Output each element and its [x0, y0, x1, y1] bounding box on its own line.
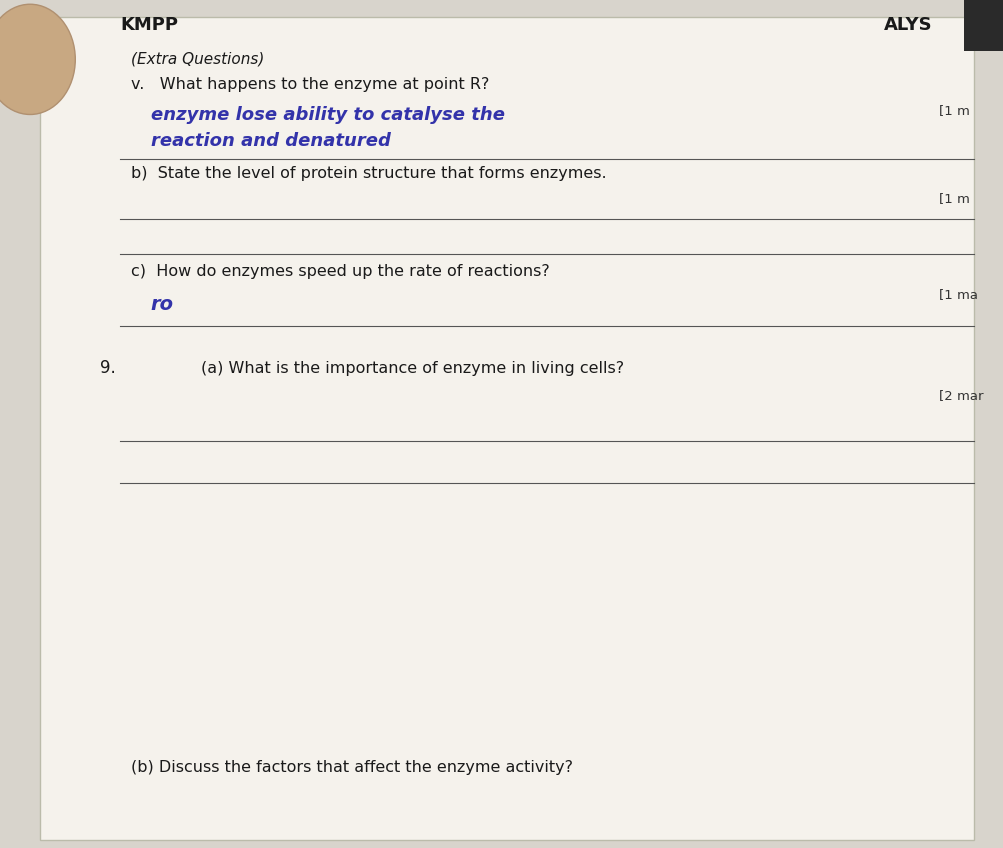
Text: b)  State the level of protein structure that forms enzymes.: b) State the level of protein structure …: [130, 166, 606, 181]
Text: KMPP: KMPP: [120, 15, 179, 34]
Text: (Extra Questions): (Extra Questions): [130, 52, 264, 67]
Text: ro: ro: [150, 294, 174, 314]
Text: [1 m: [1 m: [938, 192, 969, 205]
Ellipse shape: [0, 4, 75, 114]
Text: reaction and denatured: reaction and denatured: [150, 131, 390, 150]
Text: [1 ma: [1 ma: [938, 288, 977, 302]
Text: [2 mar: [2 mar: [938, 388, 982, 402]
Text: [1 m: [1 m: [938, 104, 969, 118]
Bar: [963, 0, 1003, 51]
Text: (a) What is the importance of enzyme in living cells?: (a) What is the importance of enzyme in …: [201, 361, 623, 377]
Text: ALYS: ALYS: [883, 15, 931, 34]
FancyBboxPatch shape: [40, 17, 973, 840]
Text: (b) Discuss the factors that affect the enzyme activity?: (b) Discuss the factors that affect the …: [130, 760, 572, 775]
Text: v.   What happens to the enzyme at point R?: v. What happens to the enzyme at point R…: [130, 77, 488, 92]
Text: 9.: 9.: [100, 359, 116, 377]
Text: enzyme lose ability to catalyse the: enzyme lose ability to catalyse the: [150, 106, 505, 125]
Text: c)  How do enzymes speed up the rate of reactions?: c) How do enzymes speed up the rate of r…: [130, 264, 549, 279]
